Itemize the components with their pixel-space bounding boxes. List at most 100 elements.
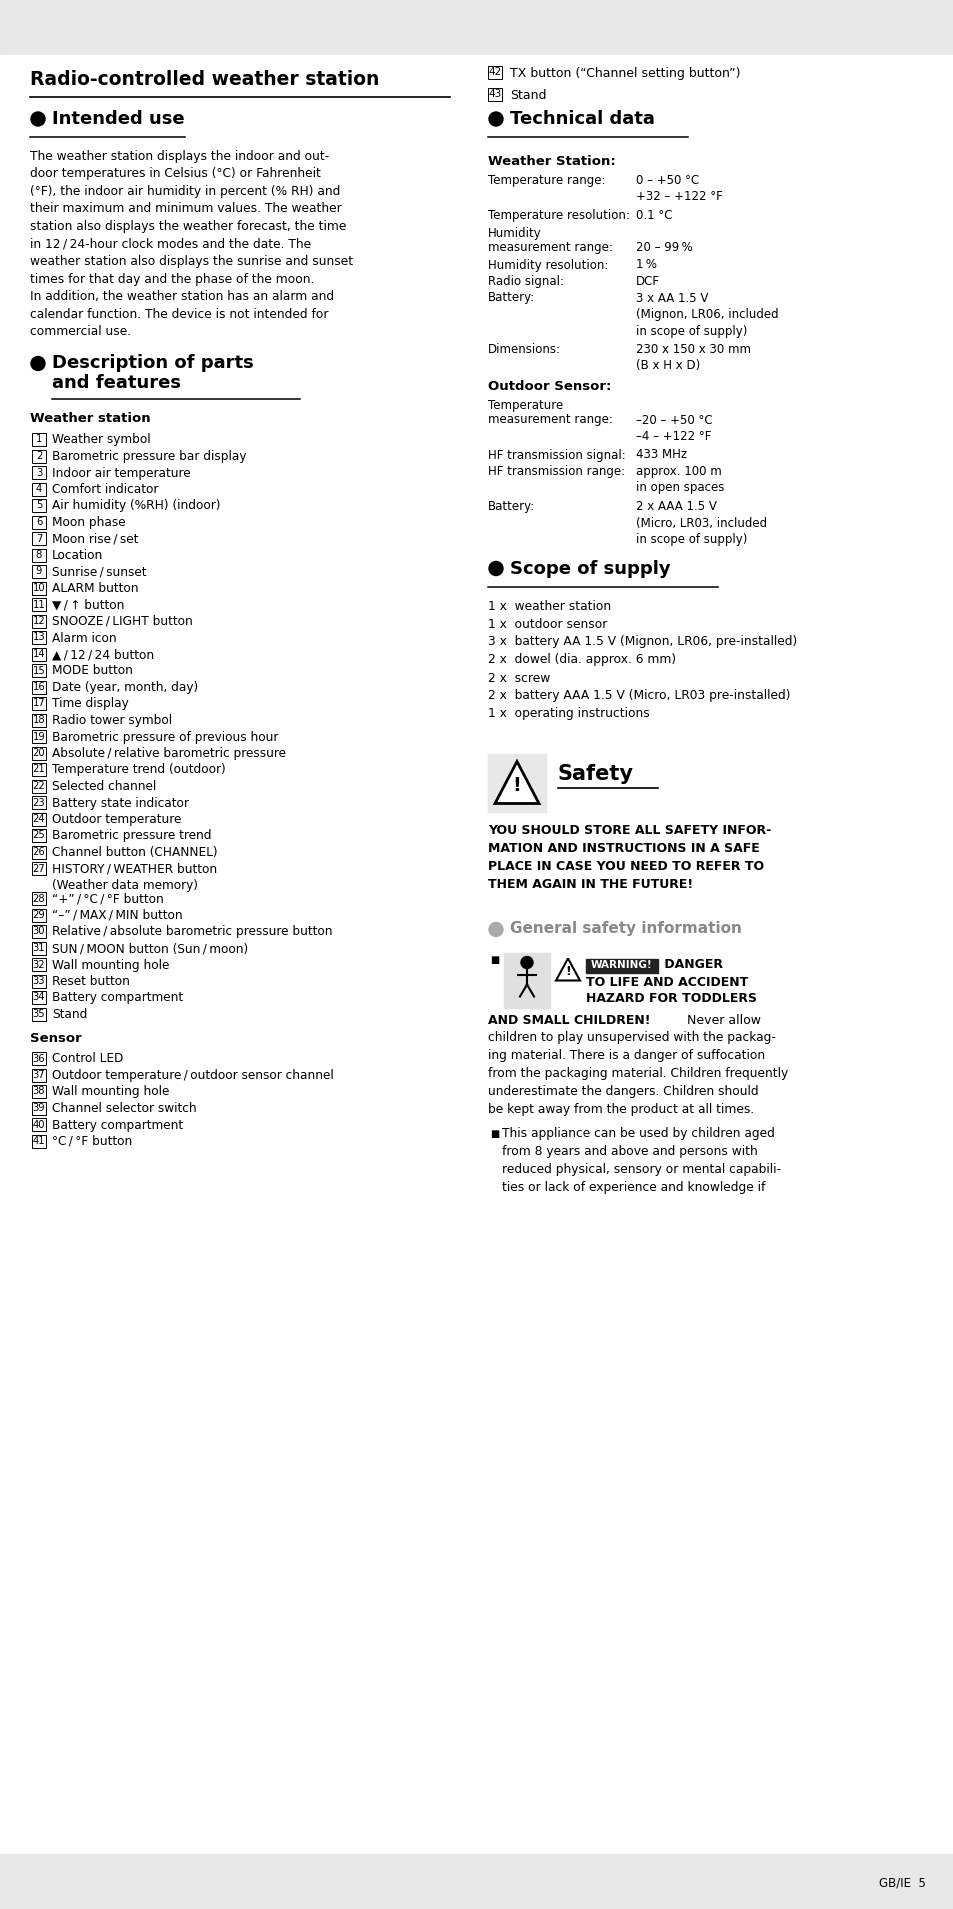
FancyBboxPatch shape	[32, 1134, 46, 1147]
Text: 36: 36	[32, 1054, 45, 1063]
Text: 35: 35	[32, 1010, 45, 1019]
Text: 33: 33	[32, 975, 45, 987]
FancyBboxPatch shape	[32, 1069, 46, 1082]
FancyBboxPatch shape	[32, 764, 46, 775]
FancyBboxPatch shape	[32, 796, 46, 809]
Text: Temperature trend (outdoor): Temperature trend (outdoor)	[52, 764, 226, 777]
Text: 3: 3	[36, 468, 42, 477]
Text: 7: 7	[36, 533, 42, 544]
FancyBboxPatch shape	[32, 533, 46, 544]
Text: Humidity: Humidity	[488, 227, 541, 239]
Text: Safety: Safety	[558, 764, 634, 783]
FancyBboxPatch shape	[32, 829, 46, 842]
FancyBboxPatch shape	[32, 515, 46, 529]
Text: 1 %: 1 %	[636, 258, 657, 271]
Text: 433 MHz: 433 MHz	[636, 449, 686, 462]
Text: 1 x  weather station: 1 x weather station	[488, 599, 611, 613]
Text: This appliance can be used by children aged: This appliance can be used by children a…	[501, 1126, 774, 1140]
Text: 29: 29	[32, 911, 46, 920]
Text: HF transmission range:: HF transmission range:	[488, 466, 624, 477]
Text: door temperatures in Celsius (°C) or Fahrenheit: door temperatures in Celsius (°C) or Fah…	[30, 168, 320, 181]
Text: from 8 years and above and persons with: from 8 years and above and persons with	[501, 1145, 757, 1157]
Text: Battery:: Battery:	[488, 500, 535, 514]
Text: “+” / °C / °F button: “+” / °C / °F button	[52, 893, 164, 905]
Text: Stand: Stand	[510, 90, 546, 101]
Text: (Mignon, LR06, included: (Mignon, LR06, included	[636, 307, 778, 321]
Text: 13: 13	[32, 632, 45, 643]
Text: Temperature resolution:: Temperature resolution:	[488, 208, 629, 221]
Text: SNOOZE / LIGHT button: SNOOZE / LIGHT button	[52, 615, 193, 628]
Text: Temperature: Temperature	[488, 399, 562, 412]
Text: 16: 16	[32, 682, 46, 691]
Text: calendar function. The device is not intended for: calendar function. The device is not int…	[30, 307, 328, 321]
Text: THEM AGAIN IN THE FUTURE!: THEM AGAIN IN THE FUTURE!	[488, 878, 693, 890]
Text: The weather station displays the indoor and out-: The weather station displays the indoor …	[30, 151, 329, 162]
Text: 4: 4	[36, 485, 42, 494]
Text: Outdoor temperature: Outdoor temperature	[52, 813, 181, 827]
Text: AND SMALL CHILDREN!: AND SMALL CHILDREN!	[488, 1014, 650, 1027]
Text: Time display: Time display	[52, 697, 129, 710]
Text: –4 – +122 °F: –4 – +122 °F	[636, 430, 711, 443]
Text: measurement range:: measurement range:	[488, 414, 612, 426]
Text: 3 x  battery AA 1.5 V (Mignon, LR06, pre-installed): 3 x battery AA 1.5 V (Mignon, LR06, pre-…	[488, 636, 797, 649]
Text: MATION AND INSTRUCTIONS IN A SAFE: MATION AND INSTRUCTIONS IN A SAFE	[488, 842, 759, 855]
FancyBboxPatch shape	[32, 892, 46, 905]
Text: 11: 11	[32, 599, 46, 609]
Text: Sunrise / sunset: Sunrise / sunset	[52, 565, 147, 578]
FancyBboxPatch shape	[32, 433, 46, 447]
Text: Outdoor temperature / outdoor sensor channel: Outdoor temperature / outdoor sensor cha…	[52, 1069, 334, 1082]
Text: Humidity resolution:: Humidity resolution:	[488, 258, 608, 271]
FancyBboxPatch shape	[32, 498, 46, 512]
Circle shape	[489, 922, 502, 937]
Text: HISTORY / WEATHER button: HISTORY / WEATHER button	[52, 863, 217, 876]
Text: 5: 5	[36, 500, 42, 510]
Text: Weather symbol: Weather symbol	[52, 433, 151, 447]
Polygon shape	[495, 762, 538, 804]
Text: Channel button (CHANNEL): Channel button (CHANNEL)	[52, 846, 217, 859]
Text: General safety information: General safety information	[510, 920, 741, 935]
Bar	[0, 0, 953, 55]
FancyBboxPatch shape	[32, 449, 46, 462]
Text: 9: 9	[36, 567, 42, 577]
Text: Date (year, month, day): Date (year, month, day)	[52, 682, 198, 695]
Text: in 12 / 24-hour clock modes and the date. The: in 12 / 24-hour clock modes and the date…	[30, 237, 311, 250]
Text: from the packaging material. Children frequently: from the packaging material. Children fr…	[488, 1067, 787, 1080]
Text: approx. 100 m: approx. 100 m	[636, 466, 721, 477]
Text: Radio-controlled weather station: Radio-controlled weather station	[30, 71, 379, 90]
FancyBboxPatch shape	[32, 779, 46, 792]
Text: 19: 19	[32, 731, 46, 741]
Text: PLACE IN CASE YOU NEED TO REFER TO: PLACE IN CASE YOU NEED TO REFER TO	[488, 859, 763, 872]
Bar	[585, 958, 658, 972]
Text: 21: 21	[32, 764, 46, 775]
Text: Reset button: Reset button	[52, 975, 130, 989]
Text: Control LED: Control LED	[52, 1052, 123, 1065]
Text: commercial use.: commercial use.	[30, 325, 131, 338]
FancyBboxPatch shape	[32, 598, 46, 611]
FancyBboxPatch shape	[32, 632, 46, 643]
Text: weather station also displays the sunrise and sunset: weather station also displays the sunris…	[30, 256, 353, 267]
Text: Battery state indicator: Battery state indicator	[52, 796, 189, 809]
Text: “–” / MAX / MIN button: “–” / MAX / MIN button	[52, 909, 182, 922]
Text: ties or lack of experience and knowledge if: ties or lack of experience and knowledge…	[501, 1180, 764, 1193]
Text: DANGER: DANGER	[659, 958, 722, 972]
Text: 20 – 99 %: 20 – 99 %	[636, 241, 692, 254]
FancyBboxPatch shape	[32, 846, 46, 859]
Text: 28: 28	[32, 893, 45, 903]
FancyBboxPatch shape	[32, 548, 46, 561]
Text: Battery compartment: Battery compartment	[52, 1119, 183, 1132]
Text: Battery:: Battery:	[488, 292, 535, 305]
Text: 31: 31	[32, 943, 45, 953]
FancyBboxPatch shape	[32, 974, 46, 987]
Text: 2: 2	[36, 451, 42, 460]
FancyBboxPatch shape	[32, 958, 46, 972]
Text: Technical data: Technical data	[510, 111, 654, 128]
FancyBboxPatch shape	[32, 1101, 46, 1115]
Text: underestimate the dangers. Children should: underestimate the dangers. Children shou…	[488, 1086, 758, 1098]
Text: be kept away from the product at all times.: be kept away from the product at all tim…	[488, 1103, 754, 1117]
Text: 1 x  operating instructions: 1 x operating instructions	[488, 708, 649, 720]
Text: 2 x  dowel (dia. approx. 6 mm): 2 x dowel (dia. approx. 6 mm)	[488, 653, 676, 666]
FancyBboxPatch shape	[32, 1119, 46, 1130]
Text: Moon phase: Moon phase	[52, 515, 126, 529]
Text: 8: 8	[36, 550, 42, 559]
Text: Barometric pressure trend: Barometric pressure trend	[52, 830, 212, 842]
